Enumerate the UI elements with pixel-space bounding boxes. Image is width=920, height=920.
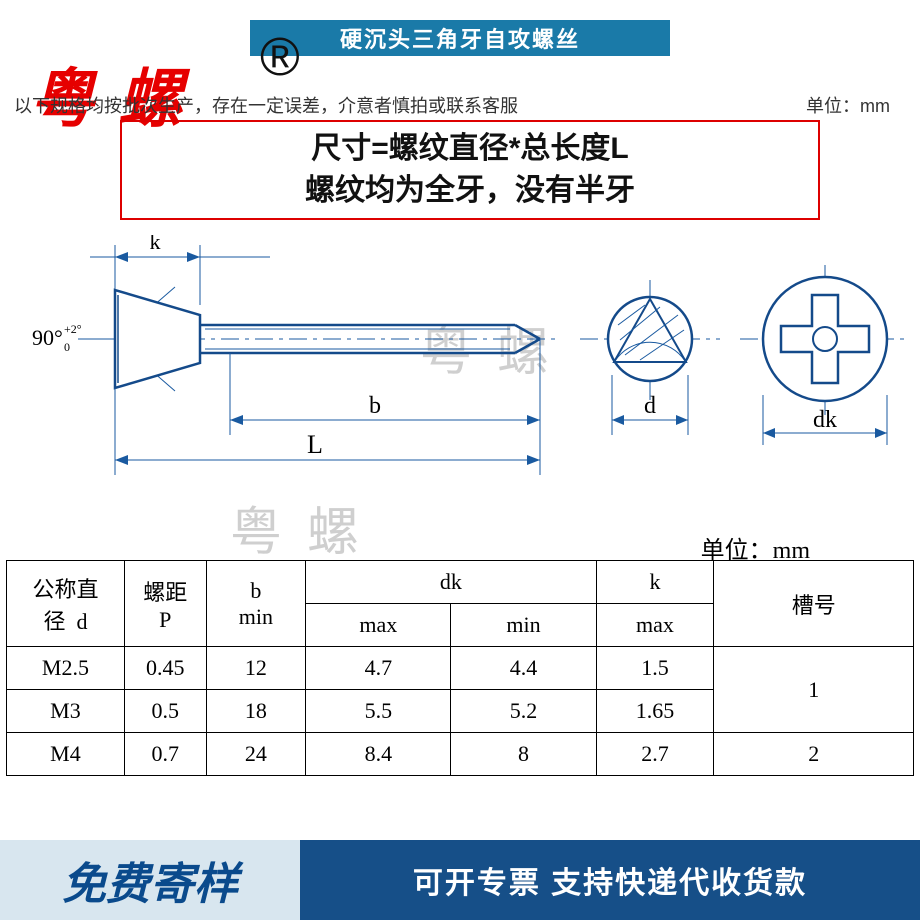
production-note: 以下规格均按批次生产，存在一定误差，介意者慎拍或联系客服: [14, 92, 518, 118]
unit-top: 单位：mm: [806, 92, 890, 118]
watermark-faint-2: 粤 螺: [230, 490, 365, 565]
col-k-max: max: [596, 604, 714, 647]
screw-diagram: k 90° +2° 0 b L d: [0, 235, 920, 490]
angle-sub: 0: [64, 340, 70, 354]
registered-mark: ®: [260, 26, 300, 88]
col-d: 公称直径 d: [7, 561, 125, 647]
angle-sup: +2°: [64, 322, 82, 336]
col-b: bmin: [206, 561, 306, 647]
d-label: d: [644, 393, 656, 419]
col-k-top: k: [596, 561, 714, 604]
col-P: 螺距P: [124, 561, 206, 647]
table-row: M4 0.7 24 8.4 8 2.7 2: [7, 733, 914, 776]
col-dk-min: min: [451, 604, 596, 647]
footer-free-sample: 免费寄样: [0, 840, 300, 920]
size-note-box: 尺寸=螺纹直径*总长度L 螺纹均为全牙，没有半牙: [120, 120, 820, 220]
angle-label: 90°: [32, 325, 63, 350]
spec-table: 公称直径 d 螺距P bmin dk k 槽号 max min max M2.5…: [6, 560, 914, 776]
dk-label: dk: [813, 407, 837, 433]
b-label: b: [369, 393, 381, 419]
footer-bar: 免费寄样 可开专票 支持快递代收货款: [0, 840, 920, 920]
size-note-line2: 螺纹均为全牙，没有半牙: [305, 170, 635, 212]
size-note-line1: 尺寸=螺纹直径*总长度L: [311, 128, 629, 170]
L-label: L: [307, 430, 323, 459]
col-dk: dk: [306, 561, 596, 604]
k-label: k: [150, 235, 161, 254]
footer-services: 可开专票 支持快递代收货款: [300, 840, 920, 920]
col-slot: 槽号: [714, 561, 914, 647]
title-text: 硬沉头三角牙自攻螺丝: [340, 22, 580, 54]
table-row: M2.5 0.45 12 4.7 4.4 1.5 1: [7, 647, 914, 690]
col-dk-max: max: [306, 604, 451, 647]
title-bar: 硬沉头三角牙自攻螺丝: [250, 20, 670, 56]
